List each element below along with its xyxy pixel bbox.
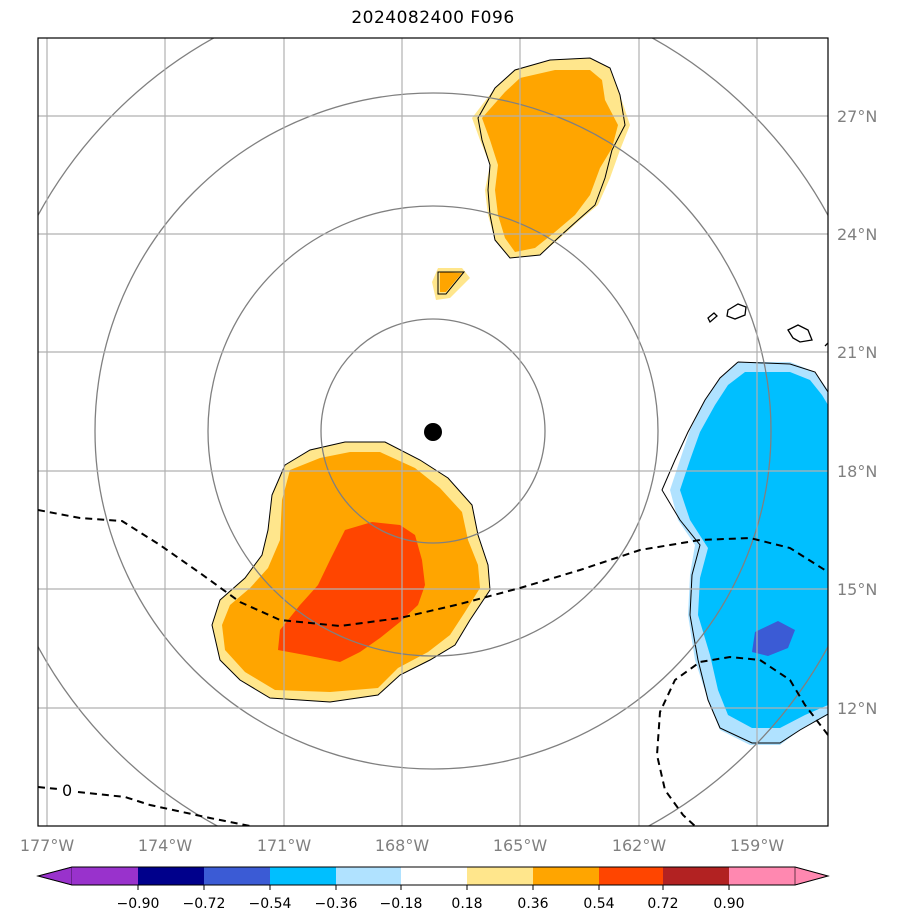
range-rings (38, 38, 828, 826)
lon-label-165w: 165°W (493, 836, 548, 855)
colorbar-label-4: −0.36 (315, 896, 358, 912)
colorbar-label-7: 0.36 (517, 896, 548, 912)
storm-center-marker (424, 423, 442, 441)
lat-label-24n: 24°N (837, 225, 877, 244)
colorbar: −0.90 −0.72 −0.54 −0.36 −0.18 0.18 0.36 … (36, 866, 830, 912)
colorbar-outline (36, 866, 830, 886)
colorbar-extend-low (36, 866, 73, 886)
lat-label-18n: 18°N (837, 462, 877, 481)
colorbar-bin-6 (401, 867, 467, 885)
zero-contour-label: 0 (62, 781, 72, 800)
colorbar-bin-9 (599, 867, 663, 885)
colorbar-bin-2 (138, 867, 204, 885)
islands (707, 303, 828, 347)
colorbar-label-8: 0.54 (583, 896, 614, 912)
colorbar-bin-7 (467, 867, 533, 885)
grid-lines (38, 38, 828, 826)
colorbar-label-1: −0.90 (117, 896, 160, 912)
colorbar-label-3: −0.54 (249, 896, 292, 912)
colorbar-label-9: 0.72 (647, 896, 678, 912)
lon-label-162w: 162°W (612, 836, 667, 855)
lat-label-21n: 21°N (837, 343, 877, 362)
colorbar-bin-11 (729, 867, 795, 885)
colorbar-bin-8 (533, 867, 599, 885)
colorbar-label-5: −0.18 (380, 896, 423, 912)
colorbar-bin-4 (270, 867, 336, 885)
lon-label-177w: 177°W (20, 836, 75, 855)
colorbar-label-6: 0.18 (451, 896, 482, 912)
lat-label-27n: 27°N (837, 107, 877, 126)
latitude-tick-labels: 27°N 24°N 21°N 18°N 15°N 12°N (837, 107, 877, 718)
colorbar-label-10: 0.90 (713, 896, 744, 912)
map-frame (37, 37, 829, 827)
lon-label-168w: 168°W (375, 836, 430, 855)
lon-label-159w: 159°W (730, 836, 785, 855)
positive-anomaly-southwest (211, 441, 491, 703)
colorbar-extend-high (794, 866, 830, 886)
colorbar-label-2: −0.72 (183, 896, 226, 912)
map-title: 2024082400 F096 (351, 8, 515, 28)
lat-label-12n: 12°N (837, 699, 877, 718)
zero-contours (38, 509, 828, 826)
lon-label-174w: 174°W (138, 836, 193, 855)
lon-label-171w: 171°W (257, 836, 312, 855)
colorbar-bin-3 (204, 867, 270, 885)
negative-anomaly-east (661, 361, 828, 745)
lat-label-15n: 15°N (837, 580, 877, 599)
colorbar-bin-1 (72, 867, 138, 885)
colorbar-bin-5 (336, 867, 401, 885)
colorbar-bin-10 (663, 867, 729, 885)
longitude-tick-labels: 177°W 174°W 171°W 168°W 165°W 162°W 159°… (20, 836, 785, 855)
